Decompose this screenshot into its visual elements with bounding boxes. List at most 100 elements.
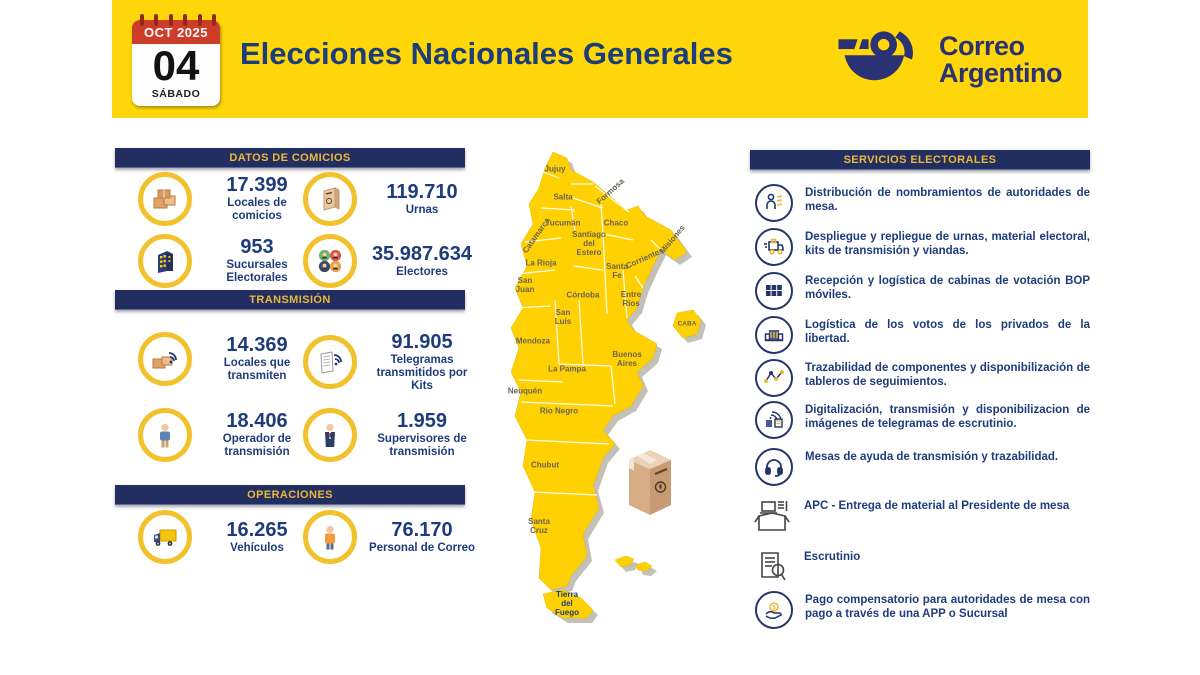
authority-list-icon bbox=[755, 184, 793, 222]
payment-hand-coin-icon: $ bbox=[755, 591, 793, 629]
service-item: Recepción y logística de cabinas de vota… bbox=[755, 272, 1090, 310]
service-text: Pago compensatorio para autoridades de m… bbox=[805, 594, 1090, 621]
calendar-body: OCT 2025 04 SÁBADO bbox=[132, 20, 220, 106]
service-item: Trazabilidad de componentes y disponibil… bbox=[755, 359, 1090, 397]
stat-value: 18.406 bbox=[226, 410, 288, 433]
province-label: Mendoza bbox=[515, 336, 551, 346]
service-text: Recepción y logística de cabinas de vota… bbox=[805, 275, 1090, 302]
service-text: Mesas de ayuda de transmisión y trazabil… bbox=[805, 451, 1059, 463]
traceability-nodes-icon bbox=[755, 359, 793, 397]
service-text: Logística de los votos de los privados d… bbox=[805, 319, 1090, 346]
stat-label: Personal de Correo bbox=[368, 541, 476, 554]
stat-locales-transmiten: 14.369 Locales que transmiten bbox=[138, 332, 313, 386]
province-label: Chubut bbox=[531, 460, 559, 470]
boxes-wifi-icon bbox=[138, 332, 192, 386]
service-text: Distribución de nombramientos de autorid… bbox=[805, 187, 1090, 214]
province-label: San Juan bbox=[515, 276, 535, 294]
province-label: La Rioja bbox=[525, 258, 557, 268]
stat-label: Vehículos bbox=[230, 541, 284, 554]
postal-worker-icon bbox=[303, 510, 357, 564]
section-header-operaciones: OPERACIONES bbox=[115, 485, 465, 505]
stat-personal: 76.170 Personal de Correo bbox=[303, 510, 478, 564]
province-label: Santa Fe bbox=[606, 262, 628, 280]
province-label: Santa Cruz bbox=[528, 517, 550, 535]
page-title: Elecciones Nacionales Generales bbox=[240, 36, 733, 71]
stat-sucursales: 953 Sucursales Electorales bbox=[138, 234, 313, 288]
service-item: Logística de los votos de los privados d… bbox=[755, 316, 1090, 354]
logo-line2: Argentino bbox=[939, 57, 1063, 88]
logo-line1: Correo bbox=[939, 31, 1025, 62]
province-label: Salta bbox=[553, 192, 573, 202]
apc-box-laptop-icon bbox=[752, 497, 792, 535]
service-text: Escrutinio bbox=[804, 551, 861, 563]
province-label: Tucumán bbox=[545, 218, 581, 228]
stat-urnas: 119.710 Urnas bbox=[303, 172, 478, 226]
calendar-day: 04 bbox=[152, 42, 200, 89]
scrutiny-magnifier-icon bbox=[752, 548, 792, 586]
stat-label: Supervisores de transmisión bbox=[377, 433, 467, 458]
stat-vehiculos: 16.265 Vehículos bbox=[138, 510, 313, 564]
stat-label: Sucursales Electorales bbox=[226, 259, 288, 284]
headset-icon bbox=[755, 448, 793, 486]
stat-supervisores: 1.959 Supervisores de transmisión bbox=[303, 408, 478, 462]
operator-person-icon bbox=[138, 408, 192, 462]
stat-label: Locales de comicios bbox=[227, 197, 287, 222]
calendar-rings-icon bbox=[140, 14, 216, 26]
header-band: OCT 2025 04 SÁBADO Elecciones Nacionales… bbox=[112, 0, 1088, 118]
digitization-wifi-icon bbox=[755, 401, 793, 439]
stat-label: Telegramas transmitidos por Kits bbox=[376, 354, 468, 392]
posthorn-icon bbox=[835, 26, 927, 93]
booth-panels-icon bbox=[755, 272, 793, 310]
service-item: Despliegue y repliegue de urnas, materia… bbox=[755, 228, 1090, 266]
stat-value: 119.710 bbox=[386, 180, 458, 203]
stat-operadores: 18.406 Operador de transmisión bbox=[138, 408, 313, 462]
province-label: Santiago del Estero bbox=[572, 229, 606, 257]
stat-telegramas: 91.905 Telegramas transmitidos por Kits bbox=[303, 332, 478, 393]
voters-avatars-icon bbox=[303, 234, 357, 288]
service-item: Escrutinio bbox=[752, 548, 1087, 586]
province-label: Tierra del Fuego bbox=[555, 589, 579, 617]
stat-electores: 35.987.634 Electores bbox=[303, 234, 478, 288]
stat-label: Operador de transmisión bbox=[222, 433, 292, 458]
province-label: San Luis bbox=[554, 308, 572, 326]
service-text: Trazabilidad de componentes y disponibil… bbox=[805, 362, 1090, 389]
truck-icon bbox=[138, 510, 192, 564]
service-text: APC - Entrega de material al Presidente … bbox=[804, 500, 1070, 512]
service-item: Mesas de ayuda de transmisión y trazabil… bbox=[755, 448, 1090, 486]
province-label: Río Negro bbox=[539, 406, 579, 416]
telegram-wifi-icon bbox=[303, 335, 357, 390]
ballot-box-icon bbox=[303, 172, 357, 226]
section-header-servicios: SERVICIOS ELECTORALES bbox=[750, 150, 1090, 170]
stat-value: 35.987.634 bbox=[371, 242, 473, 265]
parcel-boxes-icon bbox=[138, 172, 192, 226]
province-label: Buenos Aires bbox=[612, 350, 642, 368]
supervisor-person-icon bbox=[303, 408, 357, 462]
service-item: Distribución de nombramientos de autorid… bbox=[755, 184, 1090, 222]
stat-value: 14.369 bbox=[226, 334, 288, 357]
stat-label: Electores bbox=[396, 265, 448, 278]
argentina-map-svg bbox=[510, 151, 706, 623]
stat-locales-comicios: 17.399 Locales de comicios bbox=[138, 172, 313, 226]
deploy-truck-icon bbox=[755, 228, 793, 266]
svg-text:$: $ bbox=[772, 606, 776, 612]
section-header-datos: DATOS DE COMICIOS bbox=[115, 148, 465, 168]
stat-value: 91.905 bbox=[391, 331, 453, 353]
stat-label: Urnas bbox=[405, 203, 439, 216]
stat-value: 16.265 bbox=[226, 518, 288, 541]
service-text: Despliegue y repliegue de urnas, materia… bbox=[805, 231, 1090, 258]
province-label-caba: CABA bbox=[677, 320, 697, 328]
prison-building-icon bbox=[755, 316, 793, 354]
cardboard-ballot-box-icon bbox=[625, 447, 675, 522]
stat-value: 953 bbox=[240, 236, 274, 259]
stat-value: 1.959 bbox=[396, 410, 448, 433]
service-item: $ Pago compensatorio para autoridades de… bbox=[755, 591, 1090, 629]
service-item: APC - Entrega de material al Presidente … bbox=[752, 497, 1087, 535]
province-label: Chaco bbox=[603, 218, 629, 228]
correo-argentino-logo: Correo Argentino bbox=[835, 26, 1063, 93]
branch-building-icon bbox=[138, 234, 192, 288]
province-label: Córdoba bbox=[566, 290, 600, 300]
calendar: OCT 2025 04 SÁBADO bbox=[132, 14, 220, 106]
calendar-month: OCT 2025 bbox=[132, 20, 220, 44]
province-label: Jujuy bbox=[544, 164, 566, 174]
